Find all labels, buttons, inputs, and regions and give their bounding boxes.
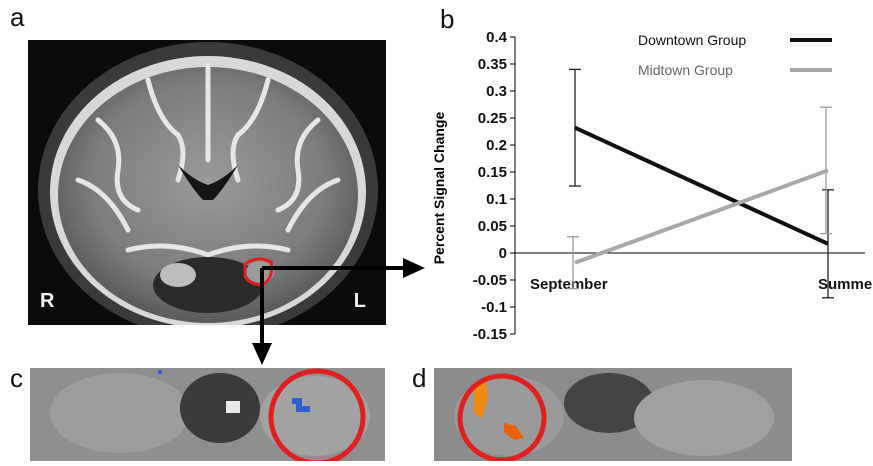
y-axis-label: Percent Signal Change xyxy=(431,112,447,265)
legend-label: Midtown Group xyxy=(638,62,733,78)
series-line xyxy=(574,168,829,265)
signal-change-chart: Percent Signal Change 0.40.350.30.250.20… xyxy=(431,29,873,343)
orange-activation-cluster-upper xyxy=(474,380,488,418)
white-matter-folds xyxy=(75,62,341,258)
zoomed-slice-d-illustration xyxy=(434,368,792,461)
orange-activation-cluster-lower xyxy=(504,423,524,440)
orientation-right-marker: R xyxy=(40,290,55,312)
chart-legend: Downtown Group Midtown Group xyxy=(638,32,832,78)
arrow-to-panel-c-head xyxy=(252,343,272,365)
y-tick-label: 0.25 xyxy=(478,110,507,127)
blue-activation-speck xyxy=(158,370,162,374)
x-tick-label: September xyxy=(530,276,608,293)
zoomed-mri-slice-d xyxy=(434,368,792,461)
panel-label-a: a xyxy=(10,2,25,32)
series-0 xyxy=(569,68,834,299)
right-amygdala-area xyxy=(160,263,196,287)
y-tick-label: 0.2 xyxy=(486,137,507,154)
y-tick-label: 0.15 xyxy=(478,164,507,181)
y-tick-label: 0.05 xyxy=(478,218,507,235)
y-tick-label: 0 xyxy=(499,245,507,262)
series-1 xyxy=(567,106,832,290)
y-tick-label: 0.1 xyxy=(486,191,507,208)
y-tick-label: -0.05 xyxy=(473,272,507,289)
chart-series xyxy=(567,68,834,299)
x-axis-ticks: September Summer xyxy=(530,276,873,293)
y-axis-ticks: 0.4 0.35 0.3 0.25 0.2 0.15 0.1 0.05 0 -0.05 -0.1 -0… xyxy=(473,29,515,343)
y-tick-label: -0.1 xyxy=(481,299,507,316)
x-tick-label: Summer xyxy=(818,276,873,293)
zoomed-mri-slice-c xyxy=(30,368,385,461)
lateral-ventricles xyxy=(178,165,238,200)
roi-circle-c xyxy=(268,368,366,461)
legend-label: Downtown Group xyxy=(638,32,746,48)
coronal-mri-image: R L xyxy=(28,40,386,325)
roi-circle-d xyxy=(457,373,547,461)
y-tick-label: 0.4 xyxy=(486,29,508,46)
y-tick-label: 0.3 xyxy=(486,83,507,100)
panel-label-c: c xyxy=(10,363,23,393)
series-line xyxy=(574,125,829,246)
y-tick-label: -0.15 xyxy=(473,326,507,343)
orientation-left-marker: L xyxy=(353,290,366,312)
y-tick-label: 0.35 xyxy=(478,56,507,73)
panel-label-b: b xyxy=(440,4,455,34)
roi-outline xyxy=(243,257,274,286)
coronal-brain-illustration xyxy=(38,42,378,325)
zoomed-slice-c-illustration xyxy=(30,368,385,461)
panel-label-d: d xyxy=(412,363,427,393)
blue-activation-cluster xyxy=(292,398,310,412)
